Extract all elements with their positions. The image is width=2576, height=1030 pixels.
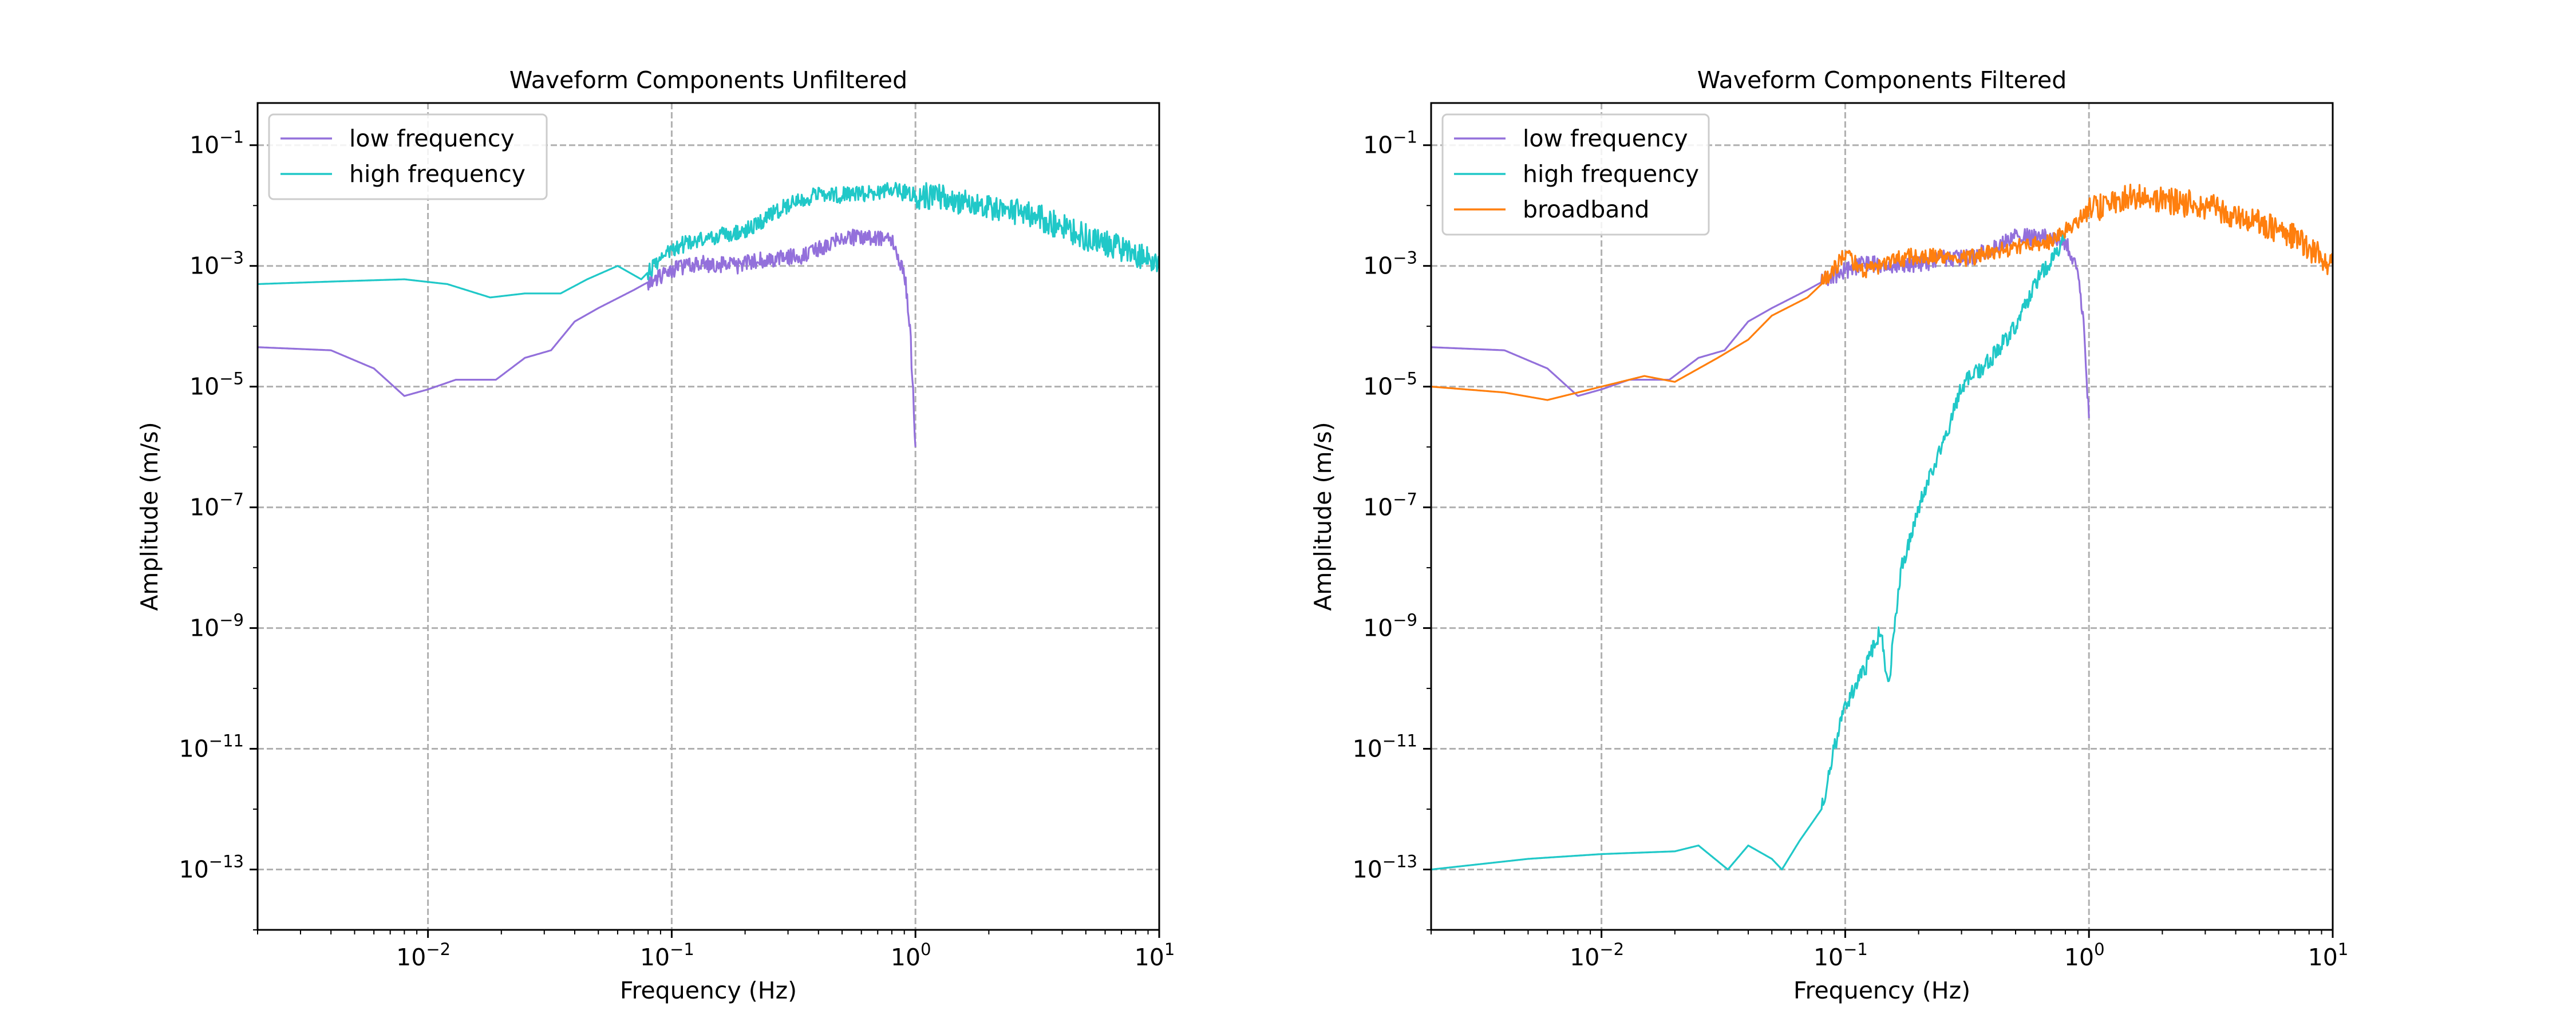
x-tick-exponent: −2 [1599,940,1624,959]
y-tick-exponent: −1 [219,128,244,147]
y-tick-label: 10−5 [1363,369,1417,401]
y-tick-exponent: −11 [1382,731,1417,751]
y-tick-exponent: −3 [219,248,244,268]
y-tick-label: 10−3 [189,248,244,280]
legend-label: high frequency [1523,160,1699,188]
series-line-high-frequency [258,181,1159,299]
x-tick-base: 10 [1135,944,1164,971]
y-tick-exponent: −1 [1393,128,1417,147]
y-tick-base: 10 [1363,373,1393,401]
y-tick-label: 10−9 [1363,611,1417,642]
plot-frame [1430,102,2334,931]
y-tick-base: 10 [1353,735,1382,763]
y-tick-base: 10 [1363,615,1393,642]
y-tick-label: 10−7 [1363,490,1417,521]
x-tick-label: 101 [1135,940,1175,971]
y-tick-exponent: −5 [1393,369,1417,389]
y-tick-exponent: −9 [219,611,244,630]
legend-box [1441,113,1710,236]
x-tick-exponent: −1 [1843,940,1868,959]
x-tick-base: 10 [396,944,426,971]
chart-panel-filtered: 10−2 10−1 100 10110−110−310−510−710−910−111… [1309,66,2348,1004]
legend-box [268,113,548,200]
y-tick-base: 10 [1353,856,1382,884]
x-tick-label: 10−2 [396,940,451,971]
y-tick-exponent: −5 [219,369,244,389]
chart-title: Waveform Components Unfiltered [509,66,907,94]
x-tick-base: 10 [2308,944,2338,971]
series-line-broadband [1431,184,2333,401]
y-axis-label: Amplitude (m/s) [136,422,163,611]
y-tick-base: 10 [189,252,219,280]
legend-label: high frequency [349,160,526,188]
legend-label: low frequency [349,125,515,152]
y-tick-base: 10 [189,615,219,642]
x-tick-base: 10 [1570,944,1599,971]
y-tick-exponent: −9 [1393,611,1417,630]
x-tick-exponent: 0 [920,940,931,959]
y-tick-label: 10−5 [189,369,244,401]
x-tick-label: 10−1 [1814,940,1868,971]
x-tick-exponent: 0 [2094,940,2104,959]
y-tick-label: 10−1 [1363,128,1417,159]
y-tick-base: 10 [1363,252,1393,280]
x-tick-exponent: 1 [1164,940,1175,959]
y-tick-exponent: −7 [1393,490,1417,509]
y-tick-base: 10 [179,735,209,763]
y-tick-base: 10 [189,132,219,159]
x-axis-label: Frequency (Hz) [620,977,797,1004]
y-tick-label: 10−13 [1353,852,1417,884]
y-tick-exponent: −13 [209,852,244,871]
x-tick-label: 100 [2064,940,2105,971]
y-tick-exponent: −7 [219,490,244,509]
x-tick-exponent: 1 [2338,940,2348,959]
x-tick-base: 10 [891,944,920,971]
y-tick-label: 10−1 [189,128,244,159]
x-tick-exponent: −2 [426,940,451,959]
series-line-low-frequency [258,228,916,447]
legend-label: broadband [1523,196,1649,223]
y-tick-label: 10−11 [179,731,244,763]
x-axis-label: Frequency (Hz) [1793,977,1970,1004]
legend-label: low frequency [1523,125,1688,152]
series-line-high-frequency [1431,232,2067,871]
y-axis-label: Amplitude (m/s) [1309,422,1337,611]
y-tick-label: 10−9 [189,611,244,642]
x-tick-base: 10 [2064,944,2094,971]
y-tick-base: 10 [189,373,219,401]
x-tick-label: 10−1 [640,940,694,971]
x-tick-base: 10 [640,944,670,971]
y-tick-label: 10−11 [1353,731,1417,763]
chart-panel-unfiltered: 10−2 10−1 100 10110−110−310−510−710−910−111… [136,66,1175,1004]
x-tick-exponent: −1 [670,940,694,959]
plot-frame [256,102,1160,931]
x-tick-label: 10−2 [1570,940,1624,971]
y-tick-exponent: −11 [209,731,244,751]
x-tick-label: 100 [891,940,931,971]
y-tick-base: 10 [1363,494,1393,521]
chart-title: Waveform Components Filtered [1697,66,2067,94]
y-tick-label: 10−3 [1363,248,1417,280]
y-tick-exponent: −13 [1382,852,1417,871]
y-tick-base: 10 [1363,132,1393,159]
y-tick-label: 10−7 [189,490,244,521]
x-tick-base: 10 [1814,944,1843,971]
x-tick-label: 101 [2308,940,2349,971]
y-tick-exponent: −3 [1393,248,1417,268]
y-tick-label: 10−13 [179,852,244,884]
y-tick-base: 10 [179,856,209,884]
y-tick-base: 10 [189,494,219,521]
